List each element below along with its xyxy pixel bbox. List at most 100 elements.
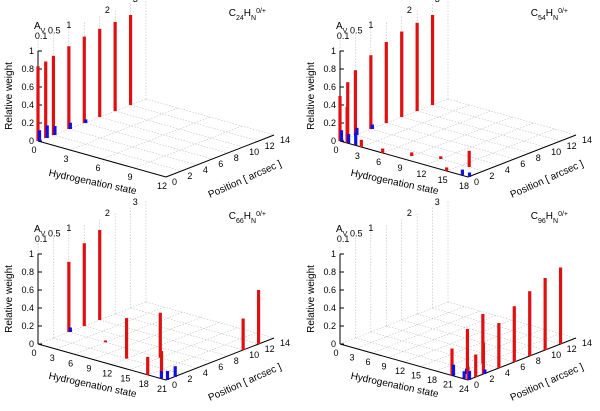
- x-tick-label: 15: [438, 175, 448, 185]
- y-tick-label: 1: [331, 249, 336, 259]
- bar-neutral-0: [338, 96, 342, 141]
- y-tick-label: 0.8: [323, 267, 336, 277]
- z-tick-label: 8: [234, 153, 239, 163]
- y-tick-label: 0.2: [323, 321, 336, 331]
- z-tick-label: 0: [172, 380, 177, 390]
- bar-cation-3: [355, 127, 359, 135]
- x-tick-label: 21: [443, 380, 453, 390]
- x-tick-label: 0: [31, 145, 36, 155]
- av-tick-label: 3: [435, 0, 440, 4]
- bar-neutral-6: [113, 21, 117, 111]
- av-tick-label: 3: [435, 197, 440, 207]
- av-tick-label: 3: [133, 0, 138, 4]
- x-tick-label: 3: [63, 154, 68, 164]
- chart-title: C66HN0/+: [229, 211, 266, 225]
- floor-grid-position: [386, 122, 515, 160]
- z-tick-label: 14: [280, 135, 290, 145]
- floor-grid-hydrogenation: [446, 128, 555, 172]
- bar-cation-2: [165, 371, 170, 380]
- bar-cation-0: [68, 327, 72, 332]
- bar-neutral-5: [98, 28, 102, 117]
- y-tick-label: 0.2: [21, 118, 34, 128]
- z-tick-label: 6: [218, 159, 223, 169]
- y-tick-label: 0.4: [21, 100, 34, 110]
- y-tick-label: 0.2: [21, 321, 34, 331]
- bar-neutral-1: [345, 107, 349, 143]
- bar-neutral-4: [512, 306, 516, 362]
- floor-grid-hydrogenation: [435, 328, 545, 372]
- y-tick-label: 0.6: [21, 82, 34, 92]
- bar-neutral-3: [353, 70, 358, 135]
- bar-neutral-0: [36, 66, 40, 141]
- av-tick-label: 0.1: [35, 31, 48, 41]
- y-tick-label: 0: [331, 136, 336, 146]
- bar-cation-0: [339, 130, 344, 141]
- bar-neutral-10: [381, 148, 385, 153]
- chart-title: C54HN0/+: [531, 8, 568, 22]
- title-sub: N: [553, 218, 558, 225]
- bar-cation-4: [451, 364, 456, 376]
- y-tick-label: 0: [331, 339, 336, 349]
- x-tick-label: 12: [102, 369, 112, 379]
- z-axis-line: [165, 337, 275, 381]
- bar-neutral-4: [82, 36, 86, 123]
- z-tick-label: 14: [582, 135, 592, 145]
- av-tick-label: 0.5: [48, 229, 61, 239]
- chart-title: C96HN0/+: [531, 211, 568, 225]
- bar-cation-5: [460, 169, 464, 175]
- title-mol: C: [229, 211, 236, 222]
- title-sub: N: [251, 15, 256, 22]
- x-tick-label: 0: [333, 145, 338, 155]
- av-axis-subscript: V: [343, 28, 348, 35]
- bar-cation-4: [370, 124, 374, 129]
- bar-neutral-9: [465, 329, 470, 370]
- z-tick-label: 12: [265, 344, 275, 354]
- y-tick-label: 1: [29, 249, 34, 259]
- av-tick-label: 0.5: [48, 26, 61, 36]
- x-axis-line: [339, 343, 469, 381]
- bar-neutral-3: [103, 340, 108, 343]
- bar-neutral-3: [497, 323, 501, 368]
- floor-grid-hydrogenation: [69, 107, 179, 151]
- x-tick-label: 9: [86, 363, 91, 373]
- bar-neutral-7: [159, 351, 164, 374]
- title-h: H: [244, 211, 251, 222]
- title-sub: N: [251, 218, 256, 225]
- y-tick-label: 0.8: [21, 64, 34, 74]
- z-tick-label: 0: [474, 177, 479, 187]
- bar-neutral-9: [359, 139, 363, 147]
- z-tick-label: 2: [187, 374, 192, 384]
- x-axis-line: [37, 343, 167, 381]
- av-axis-letter: A: [34, 224, 41, 235]
- bar-neutral-9: [256, 290, 261, 344]
- av-axis-letter: A: [336, 21, 343, 32]
- y-axis-label: Relative weight: [4, 62, 15, 130]
- floor-grid-hydrogenation: [101, 116, 211, 160]
- av-tick-label: 2: [407, 208, 412, 218]
- floor-grid-position: [145, 98, 275, 136]
- z-tick-label: 14: [582, 338, 592, 348]
- bar-neutral-2: [481, 342, 486, 374]
- bar-neutral-8: [430, 15, 435, 105]
- z-tick-label: 10: [551, 147, 561, 157]
- floor-grid-hydrogenation: [111, 322, 220, 365]
- floor-grid-hydrogenation: [56, 306, 165, 350]
- bar-cation-4: [84, 119, 88, 123]
- av-tick-label: 2: [105, 208, 110, 218]
- y-tick-label: 0.6: [323, 82, 336, 92]
- av-tick-label: 2: [105, 5, 110, 15]
- floor-grid-position: [68, 331, 197, 369]
- bar-neutral-4: [369, 55, 373, 130]
- y-tick-label: 0.4: [323, 100, 336, 110]
- x-tick-label: 9: [397, 163, 402, 173]
- av-tick-label: 0.1: [337, 31, 350, 41]
- x-tick-label: 15: [411, 371, 421, 381]
- floor-grid-hydrogenation: [74, 312, 183, 355]
- bar-neutral-8: [450, 348, 454, 376]
- y-tick-label: 0.8: [323, 64, 336, 74]
- z-tick-label: 12: [567, 344, 577, 354]
- x-tick-label: 6: [376, 157, 381, 167]
- av-tick-label: 1: [368, 223, 373, 233]
